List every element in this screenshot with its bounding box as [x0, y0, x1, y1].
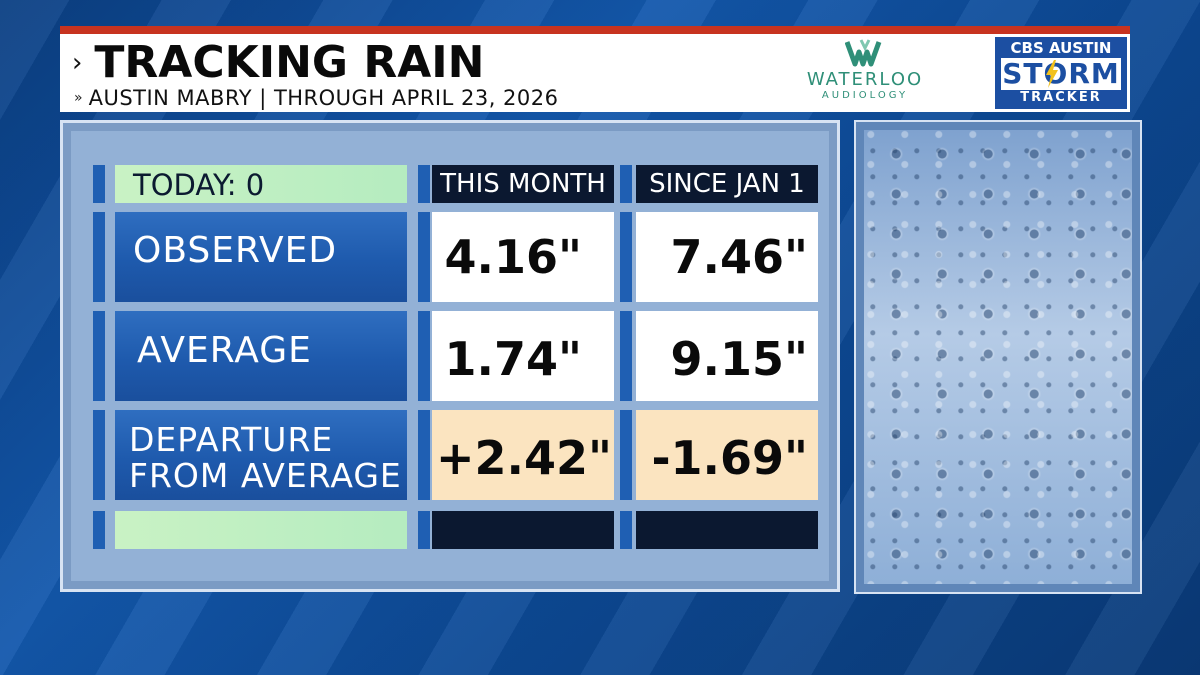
departure-this-month: +2.42" [432, 410, 614, 500]
row-accent [418, 410, 430, 500]
lightning-bolt-icon [1046, 60, 1058, 88]
row-label-observed: OBSERVED [115, 212, 407, 302]
row-accent [620, 165, 632, 203]
departure-since-jan1: -1.69" [636, 410, 818, 500]
row-accent [620, 410, 632, 500]
rain-photo-frame [854, 120, 1142, 594]
column-header-since-jan1: SINCE JAN 1 [636, 165, 818, 203]
brand-storm-box: STORM [1001, 58, 1121, 90]
title-row: › TRACKING RAIN [72, 38, 485, 88]
brand-storm-text: STORM [1002, 57, 1120, 90]
subtitle-row: » AUSTIN MABRY | THROUGH APRIL 23, 2026 [74, 86, 559, 110]
waterloo-mark-icon [845, 39, 882, 67]
departure-label-line2: FROM AVERAGE [129, 456, 402, 495]
sponsor-logo: WATERLOO AUDIOLOGY [800, 36, 930, 108]
station-logo: CBS AUSTIN STORM TRACKER [992, 34, 1130, 112]
row-accent [93, 212, 105, 302]
row-accent [418, 165, 430, 203]
sponsor-name: WATERLOO [806, 69, 924, 90]
row-accent [418, 311, 430, 401]
row-accent [93, 410, 105, 500]
row-accent [93, 511, 105, 549]
average-since-jan1: 9.15" [636, 311, 818, 401]
brand-top: CBS AUSTIN [1010, 39, 1112, 57]
sponsor-subname: AUDIOLOGY [821, 90, 909, 101]
departure-label-line1: DEPARTURE [129, 420, 334, 459]
column-header-this-month: THIS MONTH [432, 165, 614, 203]
chevron-right-icon: › [72, 48, 83, 78]
header-bar: › TRACKING RAIN » AUSTIN MABRY | THROUGH… [60, 34, 1130, 112]
footer-dark-cell [432, 511, 614, 549]
observed-since-jan1: 7.46" [636, 212, 818, 302]
brand-bottom: TRACKER [1020, 90, 1102, 105]
raindrops-image [864, 130, 1132, 584]
row-accent [93, 165, 105, 203]
row-label-average: AVERAGE [115, 311, 407, 401]
row-accent [418, 212, 430, 302]
observed-this-month: 4.16" [432, 212, 614, 302]
page-subtitle: AUSTIN MABRY | THROUGH APRIL 23, 2026 [88, 86, 559, 110]
double-chevron-icon: » [74, 90, 83, 106]
page-title: TRACKING RAIN [94, 37, 485, 88]
today-cell: TODAY: 0 [115, 165, 407, 203]
row-label-departure: DEPARTURE FROM AVERAGE [115, 410, 407, 500]
row-accent [620, 311, 632, 401]
header-accent-strip [60, 26, 1130, 34]
footer-green-cell [115, 511, 407, 549]
footer-dark-cell [636, 511, 818, 549]
average-this-month: 1.74" [432, 311, 614, 401]
today-label: TODAY: 0 [133, 168, 265, 202]
row-accent [620, 511, 632, 549]
row-accent [418, 511, 430, 549]
row-accent [620, 212, 632, 302]
row-accent [93, 311, 105, 401]
